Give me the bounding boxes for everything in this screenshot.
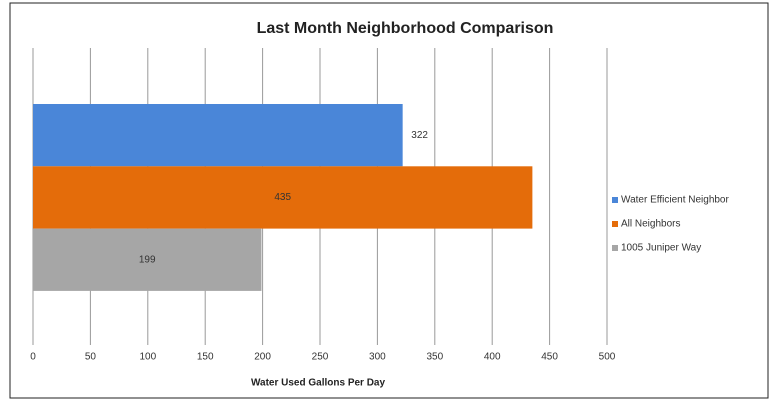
x-tick-label: 100 [139, 352, 156, 363]
x-tick-label: 400 [484, 352, 501, 363]
x-tick-label: 250 [312, 352, 329, 363]
bar [33, 228, 262, 291]
chart-title: Last Month Neighborhood Comparison [257, 20, 554, 37]
x-tick-label: 200 [254, 352, 271, 363]
legend-swatch [612, 245, 618, 251]
legend-swatch [612, 221, 618, 227]
legend-label: All Neighbors [621, 219, 680, 230]
x-tick-label: 150 [197, 352, 214, 363]
x-tick-label: 300 [369, 352, 386, 363]
x-tick-label: 50 [85, 352, 97, 363]
data-label: 435 [274, 192, 291, 203]
legend-label: 1005 Juniper Way [621, 243, 701, 254]
data-label: 322 [411, 130, 428, 141]
x-axis-title: Water Used Gallons Per Day [251, 378, 386, 389]
bar [33, 104, 403, 167]
x-tick-label: 350 [426, 352, 443, 363]
bar [33, 166, 533, 229]
legend-label: Water Efficient Neighbor [621, 195, 729, 206]
x-tick-label: 500 [599, 352, 616, 363]
data-label: 199 [139, 254, 156, 265]
x-tick-label: 0 [30, 352, 36, 363]
legend-swatch [612, 197, 618, 203]
x-tick-label: 450 [541, 352, 558, 363]
